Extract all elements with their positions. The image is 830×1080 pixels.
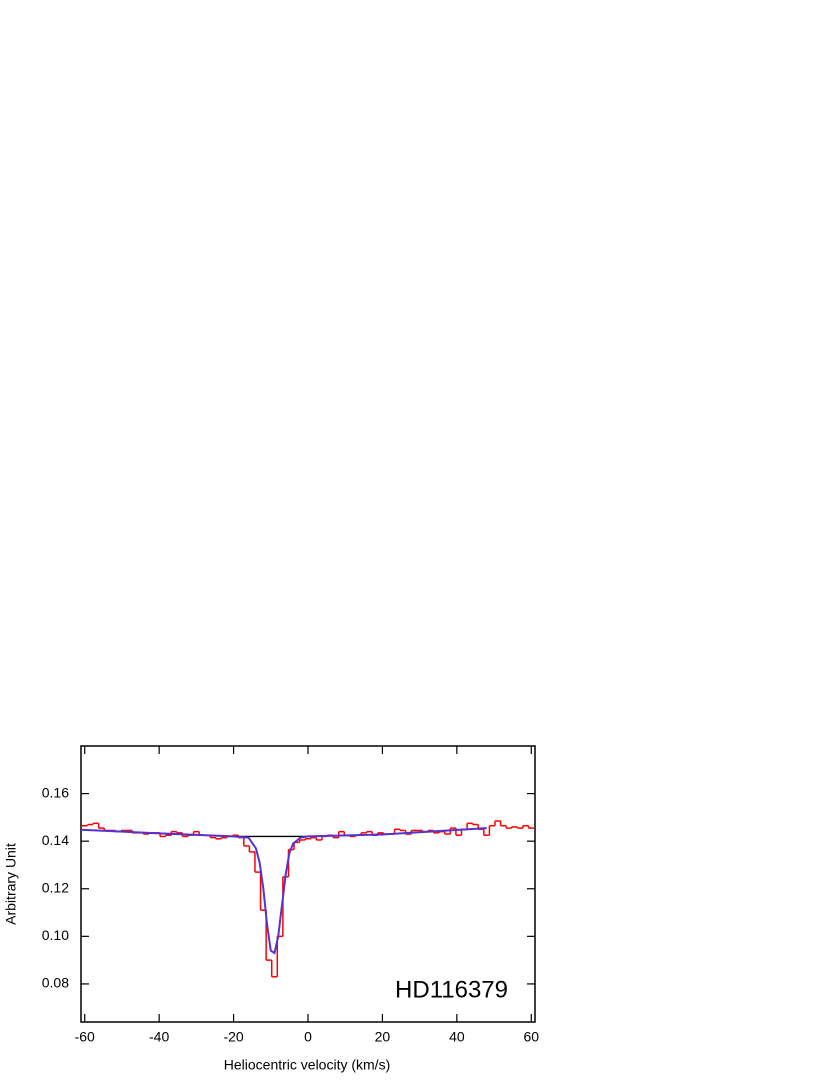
x-tick-label: 40 [449,1029,465,1045]
annotation: HD116379 [395,976,508,1003]
x-tick-label: -20 [223,1029,243,1045]
x-axis-label: Heliocentric velocity (km/s) [224,1057,390,1073]
y-tick-label: 0.12 [42,879,69,895]
y-axis-label: Arbitrary Unit [3,843,19,925]
y-tick-label: 0.08 [42,975,69,991]
x-tick-label: -60 [75,1029,95,1045]
x-tick-label: 0 [304,1029,312,1045]
y-tick-label: 0.14 [42,832,69,848]
x-tick-label: 60 [523,1029,539,1045]
x-tick-label: -40 [149,1029,169,1045]
y-tick-label: 0.10 [42,927,69,943]
y-tick-label: 0.16 [42,784,69,800]
series-line [80,827,487,955]
x-tick-label: 20 [375,1029,391,1045]
